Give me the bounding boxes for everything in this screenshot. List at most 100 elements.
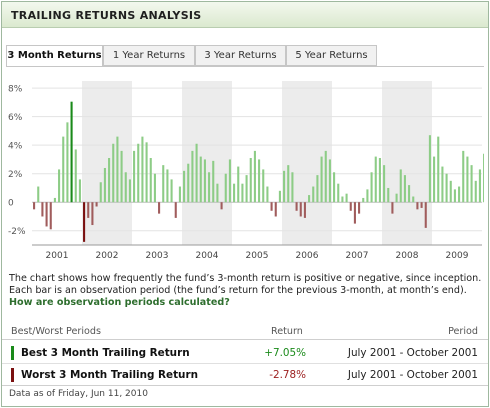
bar — [66, 122, 69, 203]
bar — [287, 165, 290, 203]
bar — [412, 196, 415, 203]
bar — [353, 202, 356, 224]
bar — [99, 182, 102, 203]
x-tick-label: 2003 — [146, 251, 169, 261]
bar — [474, 180, 477, 203]
bar — [137, 143, 140, 203]
tab-1-year-returns[interactable]: 1 Year Returns — [103, 45, 195, 66]
bar — [170, 179, 173, 203]
best-bar — [70, 101, 73, 203]
column-header-return: Return — [271, 326, 303, 337]
bar — [462, 150, 465, 203]
bar — [274, 202, 277, 217]
bar — [453, 189, 456, 203]
column-header-periods: Best/Worst Periods — [11, 326, 101, 337]
bar — [145, 142, 148, 203]
x-tick-label: 2005 — [246, 251, 269, 261]
bar — [378, 158, 381, 203]
x-tick-label: 2002 — [96, 251, 119, 261]
bar — [345, 193, 348, 203]
bar — [303, 202, 306, 218]
bar — [53, 197, 56, 203]
bar — [437, 136, 440, 203]
bar — [458, 186, 461, 203]
x-tick-label: 2008 — [396, 251, 419, 261]
bar — [162, 165, 165, 203]
best-label: Best 3 Month Trailing Return — [21, 347, 190, 359]
tab-3-month-returns[interactable]: 3 Month Returns — [6, 45, 103, 67]
observation-periods-link[interactable]: How are observation periods calculated? — [9, 297, 230, 309]
year-band — [382, 81, 432, 245]
bar — [183, 170, 186, 203]
bar — [395, 193, 398, 203]
bar — [449, 180, 452, 203]
bar — [470, 165, 473, 203]
bar — [387, 187, 390, 203]
bar — [391, 202, 394, 214]
bar — [358, 202, 361, 214]
bar — [258, 159, 261, 203]
bar — [370, 172, 373, 203]
chart-description-text: The chart shows how frequently the fund’… — [9, 273, 482, 297]
y-tick-label: -2% — [8, 227, 26, 237]
bar — [45, 202, 48, 227]
bar — [341, 196, 344, 203]
bar — [295, 202, 298, 211]
bar — [153, 173, 156, 203]
bar — [37, 186, 40, 203]
bar — [320, 156, 323, 203]
bar — [116, 136, 119, 203]
table-row-worst: Worst 3 Month Trailing Return -2.78% Jul… — [2, 365, 488, 386]
tab-divider — [6, 66, 484, 67]
bar — [316, 175, 319, 203]
bar — [62, 136, 65, 203]
bar — [349, 202, 352, 211]
chart-description: The chart shows how frequently the fund’… — [9, 273, 485, 310]
bar — [312, 186, 315, 203]
tab-3-year-returns[interactable]: 3 Year Returns — [195, 45, 286, 66]
bar — [278, 190, 281, 203]
bar — [245, 175, 248, 203]
bar — [199, 156, 202, 203]
bar — [374, 156, 377, 203]
tab-5-year-returns[interactable]: 5 Year Returns — [286, 45, 377, 66]
bar — [324, 150, 327, 203]
column-header-period: Period — [448, 326, 478, 337]
x-tick-label: 2004 — [196, 251, 219, 261]
bar — [241, 183, 244, 203]
y-tick-label: 6% — [8, 113, 23, 123]
bar — [41, 202, 44, 217]
bar — [383, 165, 386, 203]
bar — [253, 150, 256, 203]
bar — [478, 169, 481, 203]
bar — [95, 202, 98, 207]
y-tick-label: 2% — [8, 170, 23, 180]
bar — [408, 185, 411, 203]
bar — [78, 179, 81, 203]
year-band — [182, 81, 232, 245]
bar — [212, 160, 215, 203]
x-tick-label: 2007 — [346, 251, 369, 261]
bar — [249, 158, 252, 203]
bar — [420, 202, 423, 208]
best-marker — [11, 346, 14, 360]
bar — [428, 135, 431, 203]
bar — [158, 202, 161, 214]
x-tick-label: 2006 — [296, 251, 319, 261]
bar — [237, 166, 240, 203]
bar — [224, 173, 227, 203]
x-tick-label: 2001 — [46, 251, 69, 261]
returns-bar-chart: 8% 6% 4% 2% 0 -2% 2001 2002 2003 2004 2005 2006 2007… — [8, 81, 484, 261]
worst-label: Worst 3 Month Trailing Return — [21, 369, 198, 381]
bar — [141, 136, 144, 203]
bar — [483, 153, 484, 203]
bar — [216, 183, 219, 203]
bar — [103, 167, 106, 203]
bar — [128, 179, 131, 203]
bar — [308, 195, 311, 203]
bar — [424, 202, 427, 228]
y-tick-label: 0 — [8, 199, 14, 209]
bar — [283, 170, 286, 203]
bar — [191, 150, 194, 203]
